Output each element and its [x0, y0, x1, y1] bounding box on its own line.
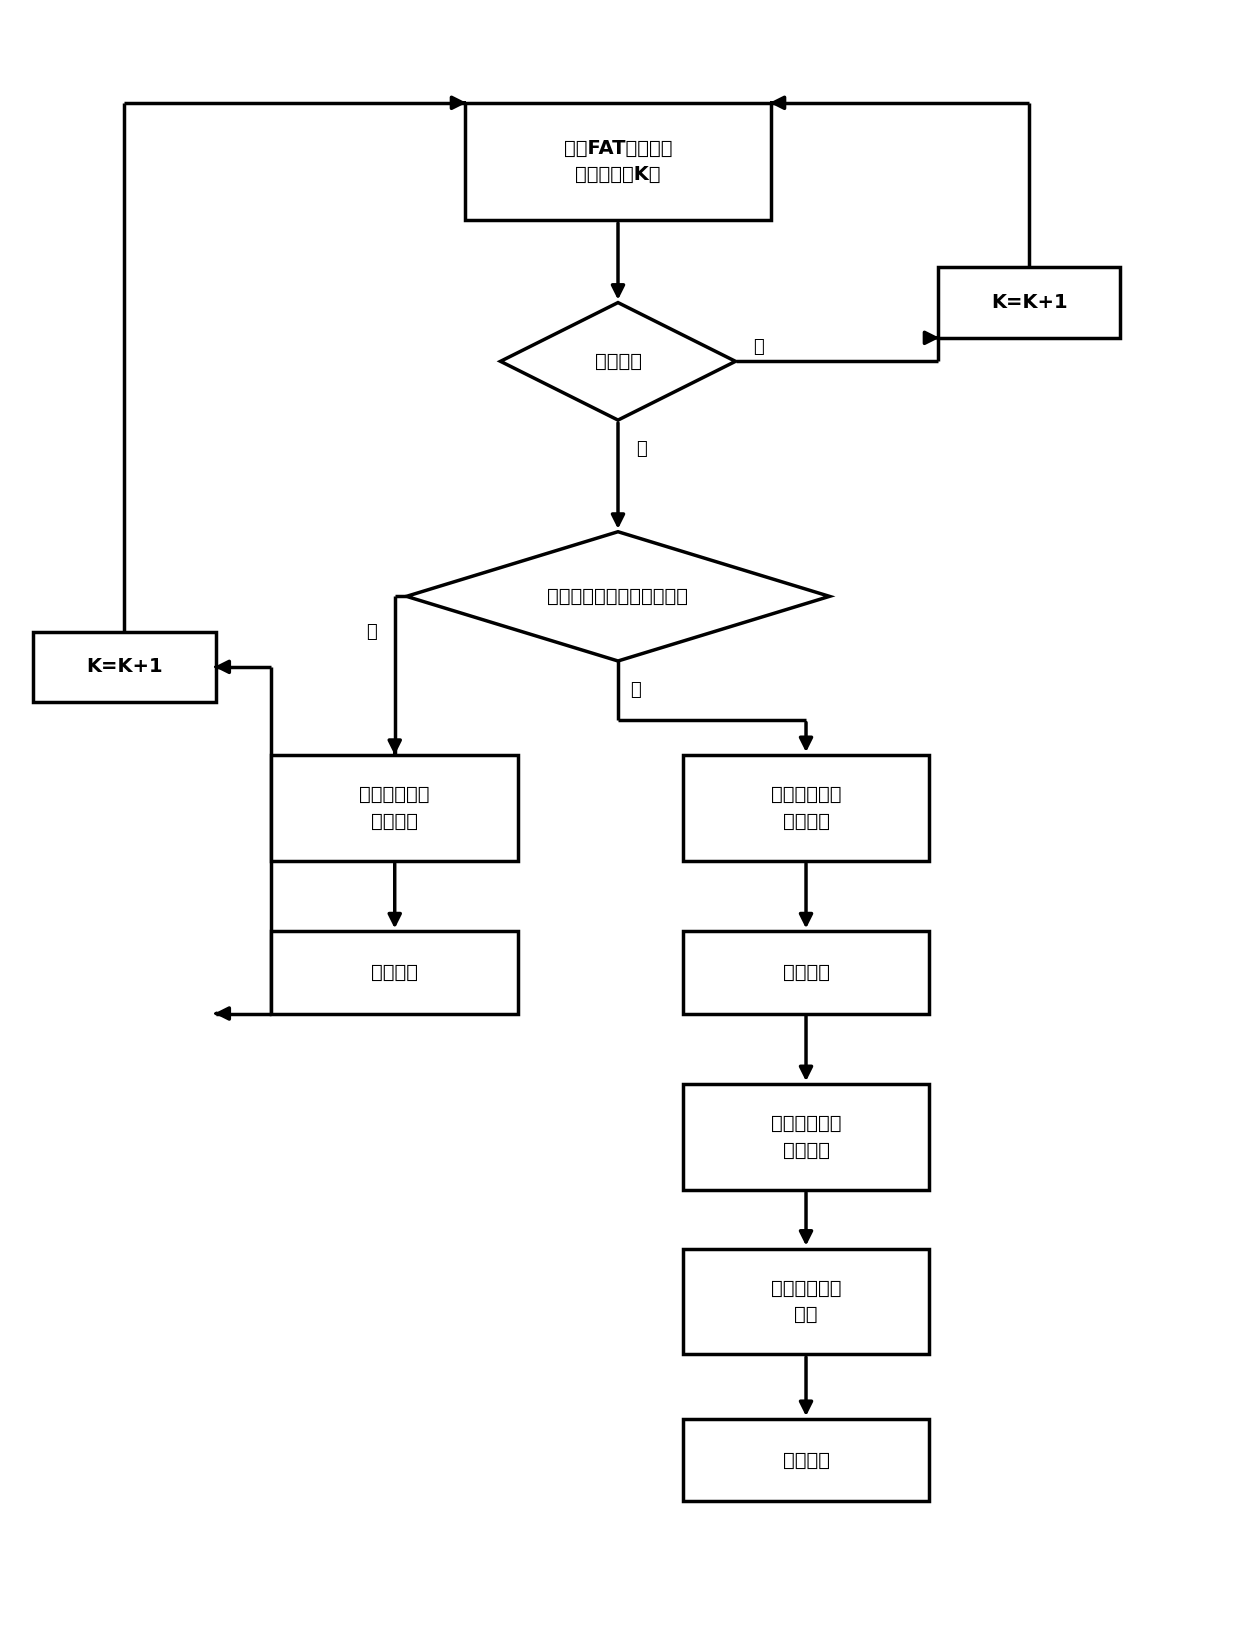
Text: 空簇对应的存储空间足够？: 空簇对应的存储空间足够？: [548, 586, 688, 606]
Text: 扇区反写: 扇区反写: [782, 1451, 829, 1469]
Text: K=K+1: K=K+1: [87, 657, 163, 677]
Polygon shape: [407, 532, 829, 660]
Text: 更新文件目录
条目: 更新文件目录 条目: [771, 1278, 842, 1324]
Bar: [682, 1418, 929, 1501]
Text: 扇区反写: 扇区反写: [782, 963, 829, 982]
Text: 否: 否: [753, 338, 764, 357]
Text: 是: 是: [635, 441, 646, 459]
Text: 有空簇？: 有空簇？: [595, 352, 641, 371]
Bar: [272, 931, 518, 1014]
Bar: [682, 931, 929, 1014]
Bar: [682, 1085, 929, 1190]
Polygon shape: [501, 302, 735, 419]
Bar: [682, 755, 929, 860]
Text: 扇区反写: 扇区反写: [371, 963, 418, 982]
Bar: [33, 632, 215, 702]
Bar: [938, 267, 1120, 338]
Bar: [682, 1248, 929, 1354]
Text: 标记对应空簇
为已使用: 标记对应空簇 为已使用: [771, 786, 842, 830]
Bar: [272, 755, 518, 860]
Text: 读取FAT表的一个
扇区（扇区K）: 读取FAT表的一个 扇区（扇区K）: [564, 139, 672, 185]
Text: 否: 否: [366, 622, 377, 641]
Text: K=K+1: K=K+1: [991, 294, 1068, 312]
Text: 读取文件目录
所在扇区: 读取文件目录 所在扇区: [771, 1114, 842, 1159]
Text: 是: 是: [630, 682, 640, 700]
Text: 标记对应空簇
为已使用: 标记对应空簇 为已使用: [360, 786, 430, 830]
Bar: [465, 102, 771, 220]
